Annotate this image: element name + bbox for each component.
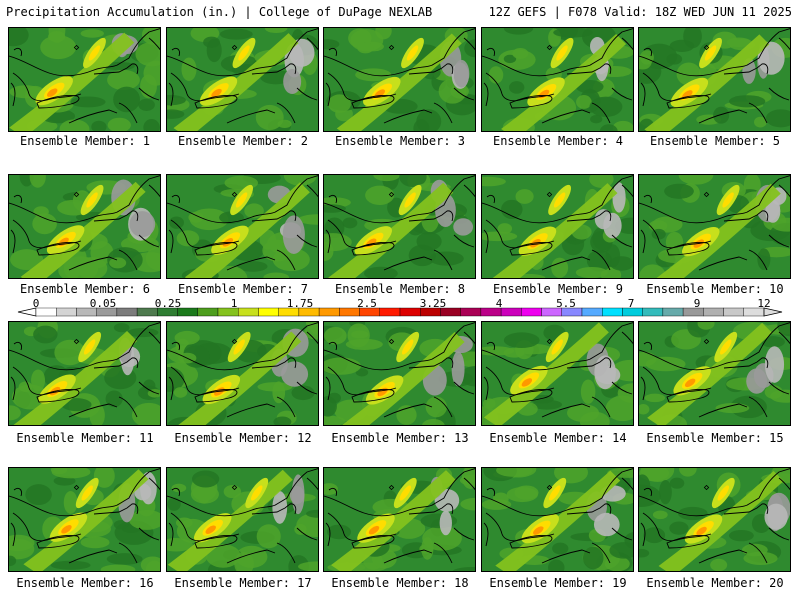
- valid-time-label: 12Z GEFS | F078 Valid: 18Z WED JUN 11 20…: [488, 5, 792, 19]
- legend-tick-label: 0: [32, 297, 40, 310]
- ensemble-member-caption: Ensemble Member: 20: [646, 576, 784, 590]
- legend-color-bin: [723, 307, 744, 317]
- ensemble-member-map: [638, 467, 791, 572]
- ensemble-member-map: [481, 321, 634, 426]
- ensemble-member-caption: Ensemble Member: 2: [177, 134, 309, 148]
- legend-color-bin: [602, 307, 623, 317]
- legend-color-bin: [662, 307, 684, 317]
- legend-color-bin: [379, 307, 401, 317]
- legend-high-arrow: [763, 307, 783, 317]
- ensemble-member-caption: Ensemble Member: 6: [19, 282, 151, 296]
- ensemble-member-caption: Ensemble Member: 12: [174, 431, 312, 445]
- legend-color-bin: [197, 307, 219, 317]
- legend-tick-label: 3.25: [419, 297, 447, 310]
- legend-tick-label: 0.05: [89, 297, 117, 310]
- ensemble-member-map: [323, 27, 476, 132]
- ensemble-member-map: [638, 174, 791, 279]
- legend-color-bin: [703, 307, 724, 317]
- ensemble-member-map: [481, 27, 634, 132]
- legend-color-bin: [581, 307, 603, 317]
- ensemble-member-caption: Ensemble Member: 14: [489, 431, 627, 445]
- ensemble-member-map: [481, 174, 634, 279]
- ensemble-member-map: [166, 27, 319, 132]
- legend-tick-label: 9: [693, 297, 701, 310]
- legend-color-bin: [318, 307, 340, 317]
- ensemble-member-map: [166, 321, 319, 426]
- ensemble-member-caption: Ensemble Member: 1: [19, 134, 151, 148]
- legend-color-bin: [500, 307, 522, 317]
- legend-color-bin: [642, 307, 664, 317]
- legend-tick-label: 12: [757, 297, 771, 310]
- ensemble-member-caption: Ensemble Member: 8: [334, 282, 466, 296]
- legend-tick-label: 0.25: [154, 297, 182, 310]
- legend-tick-label: 1: [230, 297, 238, 310]
- ensemble-member-map: [8, 321, 161, 426]
- ensemble-member-caption: Ensemble Member: 5: [649, 134, 781, 148]
- ensemble-member-caption: Ensemble Member: 17: [174, 576, 312, 590]
- color-scale-legend: [17, 307, 783, 317]
- legend-color-bin: [258, 307, 279, 317]
- ensemble-member-map: [638, 321, 791, 426]
- legend-color-bin: [116, 307, 138, 317]
- legend-tick-label: 5.5: [556, 297, 576, 310]
- ensemble-member-map: [481, 467, 634, 572]
- legend-tick-label: 1.75: [286, 297, 314, 310]
- ensemble-member-map: [166, 174, 319, 279]
- ensemble-member-map: [166, 467, 319, 572]
- ensemble-member-caption: Ensemble Member: 10: [646, 282, 784, 296]
- ensemble-member-map: [323, 174, 476, 279]
- ensemble-member-caption: Ensemble Member: 15: [646, 431, 784, 445]
- ensemble-member-caption: Ensemble Member: 9: [492, 282, 624, 296]
- map-title: Precipitation Accumulation (in.) | Colle…: [6, 5, 433, 19]
- legend-color-bin: [238, 307, 259, 317]
- ensemble-member-caption: Ensemble Member: 13: [331, 431, 469, 445]
- legend-tick-label: 2.5: [357, 297, 377, 310]
- ensemble-member-map: [323, 321, 476, 426]
- ensemble-member-map: [8, 174, 161, 279]
- ensemble-member-map: [323, 467, 476, 572]
- legend-tick-label: 7: [627, 297, 635, 310]
- ensemble-member-caption: Ensemble Member: 16: [16, 576, 154, 590]
- ensemble-member-caption: Ensemble Member: 18: [331, 576, 469, 590]
- legend-color-bin: [56, 307, 77, 317]
- ensemble-member-caption: Ensemble Member: 4: [492, 134, 624, 148]
- ensemble-member-caption: Ensemble Member: 11: [16, 431, 154, 445]
- ensemble-member-map: [8, 467, 161, 572]
- ensemble-member-map: [8, 27, 161, 132]
- ensemble-member-caption: Ensemble Member: 7: [177, 282, 309, 296]
- legend-tick-label: 4: [495, 297, 503, 310]
- legend-color-bin: [399, 307, 421, 317]
- legend-color-bin: [460, 307, 482, 317]
- ensemble-member-caption: Ensemble Member: 19: [489, 576, 627, 590]
- legend-color-bin: [521, 307, 542, 317]
- ensemble-member-caption: Ensemble Member: 3: [334, 134, 466, 148]
- ensemble-member-map: [638, 27, 791, 132]
